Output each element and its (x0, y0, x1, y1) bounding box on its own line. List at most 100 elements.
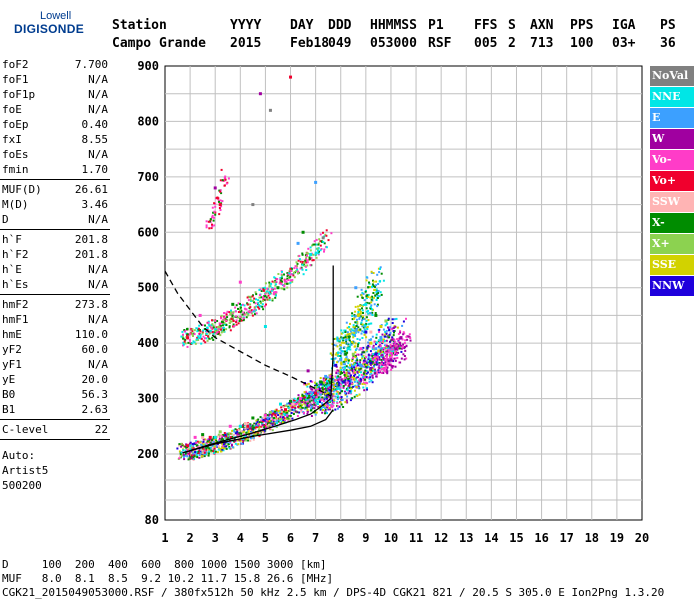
echo-dot (281, 421, 284, 424)
echo-dot (369, 359, 371, 362)
echo-dot (367, 376, 370, 379)
echo-dot (235, 315, 238, 318)
echo-dot (219, 189, 222, 192)
echo-dot (378, 358, 381, 361)
param-row: foEs N/A (2, 148, 108, 162)
echo-dot (359, 304, 361, 307)
echo-dot (229, 329, 232, 332)
echo-dot (368, 282, 371, 285)
header-value-0: Campo Grande (112, 36, 206, 51)
echo-dot (323, 242, 326, 245)
echo-dot (329, 404, 332, 407)
echo-dot (394, 325, 397, 328)
x-tick-label: 1 (161, 531, 168, 545)
echo-dot (203, 337, 206, 340)
echo-dot (372, 272, 375, 274)
echo-dot (212, 326, 215, 329)
echo-dot (259, 288, 262, 291)
echo-dot (219, 450, 222, 453)
echo-dot (347, 359, 350, 362)
header-value-7: 2 (508, 36, 516, 51)
echo-dot (242, 311, 245, 314)
echo-dot (267, 414, 270, 417)
echo-dot (270, 282, 273, 285)
echo-dot (385, 339, 388, 342)
legend-item-nnw: NNW (650, 276, 694, 296)
echo-dot (196, 444, 199, 447)
echo-dot (276, 278, 279, 280)
echo-dot (190, 454, 193, 457)
echo-dot (227, 439, 230, 442)
echo-dot (246, 302, 249, 305)
echo-dot (341, 338, 344, 341)
echo-dot (198, 449, 201, 452)
echo-dot (202, 440, 205, 443)
echo-dot (249, 295, 252, 298)
echo-dot (352, 385, 355, 388)
muf-row: MUF 8.0 8.1 8.5 9.2 10.2 11.7 15.8 26.6 … (2, 572, 334, 585)
header-label-6: FFS (474, 18, 498, 33)
echo-dot (258, 423, 260, 426)
echo-dot (354, 378, 357, 381)
echo-dot (384, 324, 387, 327)
echo-dot (402, 320, 405, 323)
echo-dot (279, 277, 282, 279)
echo-dot (310, 388, 313, 391)
echo-dot (247, 439, 250, 442)
echo-dot (342, 406, 345, 408)
echo-dot (308, 398, 311, 401)
echo-dot (262, 416, 265, 419)
echo-dot (205, 453, 208, 456)
echo-dot (264, 291, 267, 294)
echo-dot (345, 356, 348, 359)
echo-dot (375, 343, 377, 346)
echo-dot (349, 330, 352, 333)
echo-dot (362, 312, 364, 314)
echo-dot (199, 330, 202, 333)
echo-dot (315, 394, 318, 397)
echo-dot (351, 341, 354, 343)
echo-dot (240, 432, 243, 435)
echo-dot (301, 268, 304, 271)
echo-dot (384, 361, 387, 364)
param-label: hmE (2, 328, 22, 341)
echo-dot (302, 273, 305, 276)
echo-dot (293, 399, 296, 402)
data-point (344, 352, 348, 356)
echo-dot (280, 410, 283, 413)
echo-dot (334, 375, 337, 378)
echo-dot (376, 358, 379, 361)
echo-dot (183, 458, 186, 461)
echo-dot (208, 332, 211, 335)
echo-dot (205, 451, 208, 454)
echo-dot (394, 359, 397, 362)
echo-dot (347, 377, 350, 380)
echo-dot (189, 441, 192, 444)
echo-dot (356, 362, 359, 365)
echo-dot (211, 323, 214, 326)
echo-dot (314, 404, 317, 407)
echo-dot (376, 352, 379, 355)
echo-dot (340, 356, 343, 359)
echo-dot (353, 331, 356, 334)
echo-dot (269, 416, 272, 419)
echo-dot (332, 390, 335, 393)
echo-dot (237, 434, 240, 437)
echo-dot (383, 364, 386, 367)
data-point (238, 424, 242, 428)
echo-dot (368, 322, 371, 325)
echo-dot (347, 379, 350, 382)
echo-dot (335, 372, 338, 375)
echo-dot (263, 429, 266, 432)
echo-dot (325, 234, 328, 237)
echo-dot (328, 406, 331, 409)
echo-dot (218, 333, 221, 336)
echo-dot (334, 357, 337, 360)
echo-dot (316, 389, 319, 392)
echo-dot (235, 321, 238, 324)
echo-dot (359, 359, 362, 362)
echo-dot (211, 214, 214, 217)
echo-dot (242, 441, 244, 444)
echo-dot (273, 276, 276, 279)
x-tick-label: 6 (287, 531, 294, 545)
